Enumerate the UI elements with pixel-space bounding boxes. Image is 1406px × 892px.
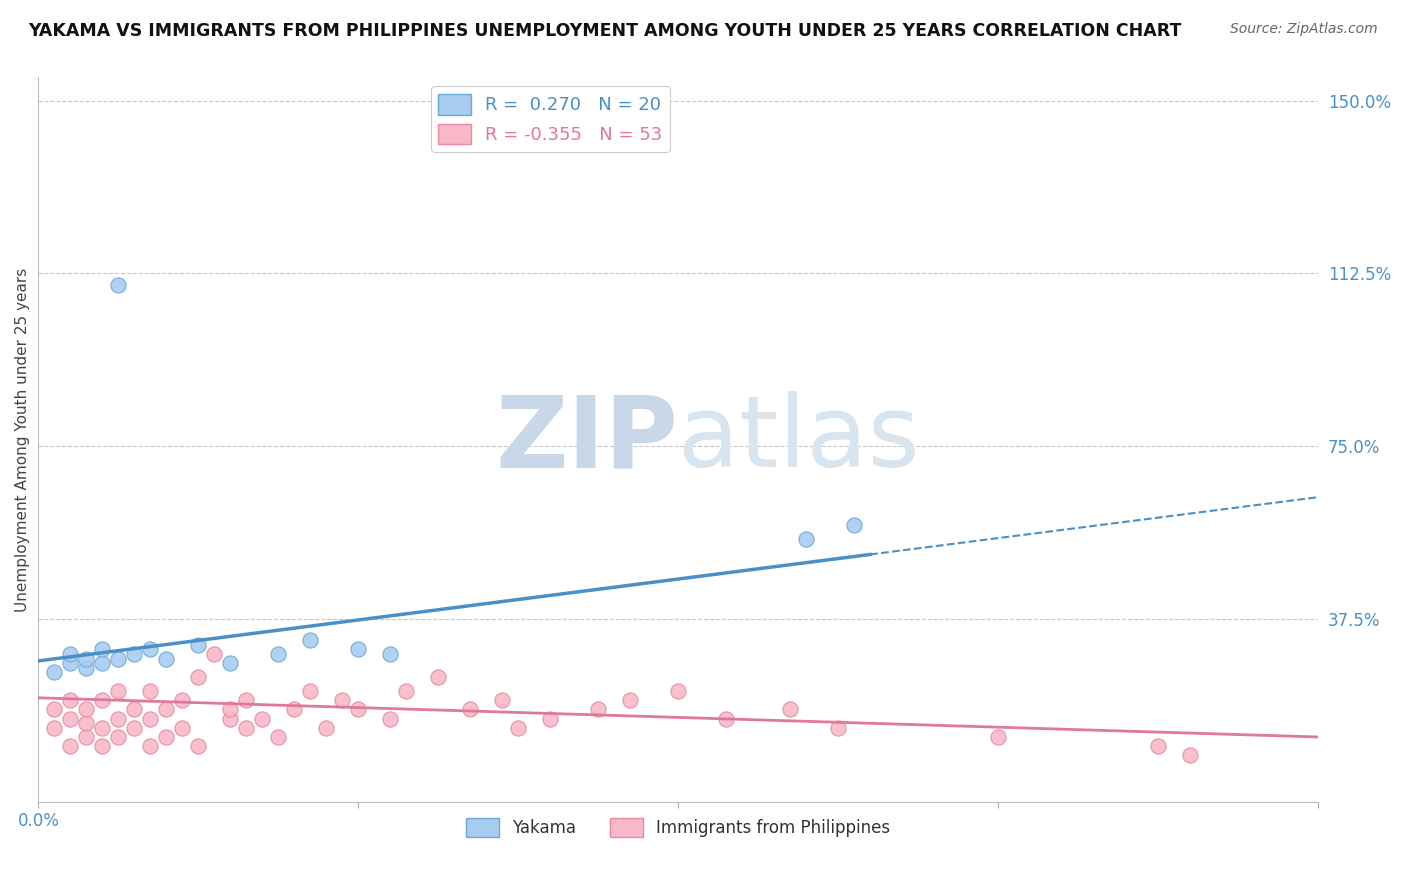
Point xyxy=(44,721,66,735)
Point xyxy=(75,702,97,716)
Point xyxy=(75,651,97,665)
Text: YAKAMA VS IMMIGRANTS FROM PHILIPPINES UNEMPLOYMENT AMONG YOUTH UNDER 25 YEARS CO: YAKAMA VS IMMIGRANTS FROM PHILIPPINES UN… xyxy=(28,22,1181,40)
Point xyxy=(139,684,162,698)
Point xyxy=(124,702,146,716)
Point xyxy=(779,702,801,716)
Point xyxy=(155,730,177,744)
Point xyxy=(842,517,865,532)
Point xyxy=(666,684,689,698)
Text: atlas: atlas xyxy=(678,391,920,488)
Point xyxy=(59,693,82,707)
Point xyxy=(347,702,370,716)
Text: ZIP: ZIP xyxy=(495,391,678,488)
Point xyxy=(299,633,322,648)
Y-axis label: Unemployment Among Youth under 25 years: Unemployment Among Youth under 25 years xyxy=(15,268,30,612)
Point xyxy=(491,693,513,707)
Point xyxy=(714,712,737,726)
Point xyxy=(124,721,146,735)
Point xyxy=(794,532,817,546)
Point xyxy=(219,702,242,716)
Point xyxy=(283,702,305,716)
Point xyxy=(91,642,114,657)
Legend: Yakama, Immigrants from Philippines: Yakama, Immigrants from Philippines xyxy=(460,812,897,844)
Point xyxy=(267,730,290,744)
Point xyxy=(538,712,561,726)
Point xyxy=(139,642,162,657)
Point xyxy=(91,721,114,735)
Point xyxy=(299,684,322,698)
Point xyxy=(91,739,114,754)
Point xyxy=(235,721,257,735)
Point xyxy=(107,712,129,726)
Point xyxy=(395,684,418,698)
Point xyxy=(59,657,82,671)
Point xyxy=(44,665,66,680)
Point xyxy=(139,712,162,726)
Point xyxy=(586,702,609,716)
Point xyxy=(427,670,450,684)
Point xyxy=(172,721,194,735)
Point xyxy=(59,647,82,661)
Text: Source: ZipAtlas.com: Source: ZipAtlas.com xyxy=(1230,22,1378,37)
Point xyxy=(91,657,114,671)
Point xyxy=(987,730,1010,744)
Point xyxy=(267,647,290,661)
Point xyxy=(91,693,114,707)
Point xyxy=(380,647,402,661)
Point xyxy=(107,278,129,293)
Point xyxy=(187,670,209,684)
Point xyxy=(380,712,402,726)
Point xyxy=(202,647,225,661)
Point xyxy=(172,693,194,707)
Point xyxy=(139,739,162,754)
Point xyxy=(187,739,209,754)
Point xyxy=(75,716,97,731)
Point xyxy=(59,739,82,754)
Point xyxy=(1147,739,1170,754)
Point xyxy=(252,712,274,726)
Point xyxy=(619,693,641,707)
Point xyxy=(107,684,129,698)
Point xyxy=(347,642,370,657)
Point xyxy=(59,712,82,726)
Point xyxy=(219,657,242,671)
Point xyxy=(155,702,177,716)
Point xyxy=(107,730,129,744)
Point xyxy=(235,693,257,707)
Point xyxy=(75,661,97,675)
Point xyxy=(124,647,146,661)
Point xyxy=(44,702,66,716)
Point xyxy=(75,730,97,744)
Point xyxy=(155,651,177,665)
Point xyxy=(107,651,129,665)
Point xyxy=(330,693,353,707)
Point xyxy=(315,721,337,735)
Point xyxy=(458,702,481,716)
Point xyxy=(1178,748,1201,763)
Point xyxy=(827,721,849,735)
Point xyxy=(508,721,530,735)
Point xyxy=(219,712,242,726)
Point xyxy=(187,638,209,652)
